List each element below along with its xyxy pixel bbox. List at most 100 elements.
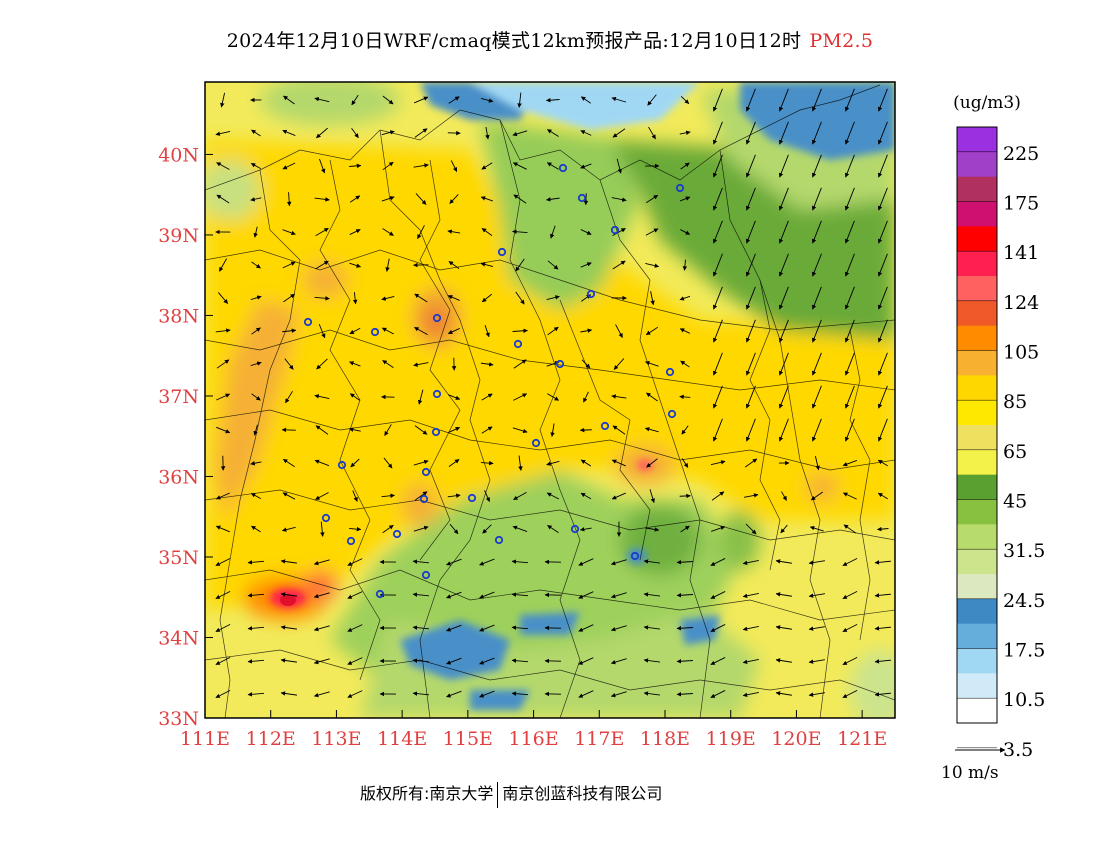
wind-arrow — [712, 88, 723, 112]
wind-arrow — [484, 325, 490, 338]
wind-arrow — [877, 187, 888, 211]
wind-arrow — [215, 590, 231, 600]
wind-arrow — [811, 352, 822, 376]
wind-arrow — [414, 128, 428, 138]
wind-arrow — [780, 524, 788, 534]
city-marker — [667, 409, 677, 419]
wind-arrow — [877, 253, 888, 277]
wind-arrow — [712, 319, 723, 343]
wind-arrow — [578, 690, 594, 698]
wind-arrow — [217, 292, 229, 304]
legend-label: 141 — [1003, 242, 1039, 264]
wind-arrow — [448, 394, 461, 400]
city-marker — [321, 513, 331, 523]
wind-arrow — [778, 220, 789, 244]
lat-tick-label: 33N — [158, 708, 199, 730]
wind-arrow — [479, 591, 495, 599]
wind-arrow — [645, 326, 659, 336]
wind-arrow — [414, 326, 428, 336]
wind-arrow — [814, 456, 820, 471]
wind-arrow — [681, 425, 689, 435]
city-marker — [558, 163, 568, 173]
wind-arrow — [414, 425, 428, 435]
wind-arrow — [645, 194, 659, 204]
wind-arrow — [877, 459, 888, 467]
wind-arrow — [215, 328, 231, 333]
wind-arrow — [352, 292, 358, 305]
wind-arrow — [712, 220, 723, 244]
wind-arrow — [580, 130, 592, 136]
lat-tick-label: 40N — [158, 144, 199, 166]
wind-arrow — [844, 154, 855, 178]
wind-arrow — [578, 591, 594, 599]
wind-arrow — [775, 625, 792, 630]
wind-arrow — [877, 154, 888, 178]
wind-arrow — [580, 96, 591, 104]
wind-arrow — [877, 352, 888, 376]
city-marker — [421, 570, 431, 580]
wind-arrow — [347, 558, 363, 566]
wind-arrow — [745, 253, 756, 277]
wind-arrow — [413, 163, 429, 168]
wind-arrow — [247, 626, 265, 631]
wind-arrow — [446, 591, 462, 599]
legend-label: 85 — [1003, 391, 1027, 413]
city-marker — [675, 183, 685, 193]
wind-arrow — [710, 690, 726, 698]
lon-tick-label: 117E — [574, 728, 624, 750]
wind-arrow — [316, 358, 328, 370]
wind-arrow — [676, 625, 694, 631]
concentration-field — [205, 82, 895, 718]
legend-label: 175 — [1003, 193, 1039, 215]
wind-arrow — [384, 424, 392, 436]
wind-arrow — [414, 491, 428, 501]
wind-arrow — [247, 560, 265, 565]
wind-arrow — [775, 658, 792, 663]
city-marker — [570, 524, 580, 534]
wind-arrow — [382, 524, 394, 534]
wind-arrow — [745, 385, 756, 409]
wind-arrow — [215, 557, 231, 567]
wind-arrow — [581, 359, 591, 369]
wind-arrow — [447, 493, 461, 498]
wind-arrow — [515, 258, 525, 272]
wind-arrow — [778, 88, 789, 112]
wind-arrow — [844, 385, 855, 409]
wind-arrow — [283, 293, 295, 303]
title-product: PM2.5 — [809, 30, 874, 52]
wind-arrow — [282, 492, 296, 500]
wind-arrow — [808, 659, 825, 664]
wind-arrow — [844, 121, 855, 145]
wind-arrow — [282, 458, 295, 468]
boundary-lines — [205, 84, 895, 718]
wind-arrow — [382, 228, 394, 236]
city-marker — [303, 317, 313, 327]
legend-band — [957, 276, 997, 302]
city-marker — [494, 535, 504, 545]
wind-arrow — [347, 690, 363, 698]
wind-arrow — [216, 393, 231, 401]
wind-arrow — [251, 261, 261, 269]
wind-arrow — [711, 525, 726, 532]
wind-arrow — [811, 385, 822, 409]
wind-arrow — [874, 659, 892, 664]
wind-arrow — [280, 559, 297, 564]
legend-band — [957, 623, 997, 649]
wind-arrow — [314, 459, 330, 467]
wind-arrow — [610, 658, 627, 665]
legend-band — [957, 127, 997, 153]
wind-arrow — [253, 226, 258, 238]
wind-arrow — [550, 225, 556, 239]
wind-arrow — [808, 626, 825, 631]
wind-arrow — [382, 360, 394, 368]
wind-arrow — [512, 525, 528, 532]
wind-arrow — [743, 493, 759, 498]
wind-arrow — [775, 592, 792, 597]
wind-arrow — [315, 492, 329, 500]
wind-arrow — [215, 130, 231, 136]
wind-arrow — [745, 319, 756, 343]
wind-arrow — [250, 197, 262, 202]
wind-arrow — [481, 293, 493, 303]
wind-arrow — [645, 527, 660, 532]
wind-arrow — [314, 394, 330, 399]
